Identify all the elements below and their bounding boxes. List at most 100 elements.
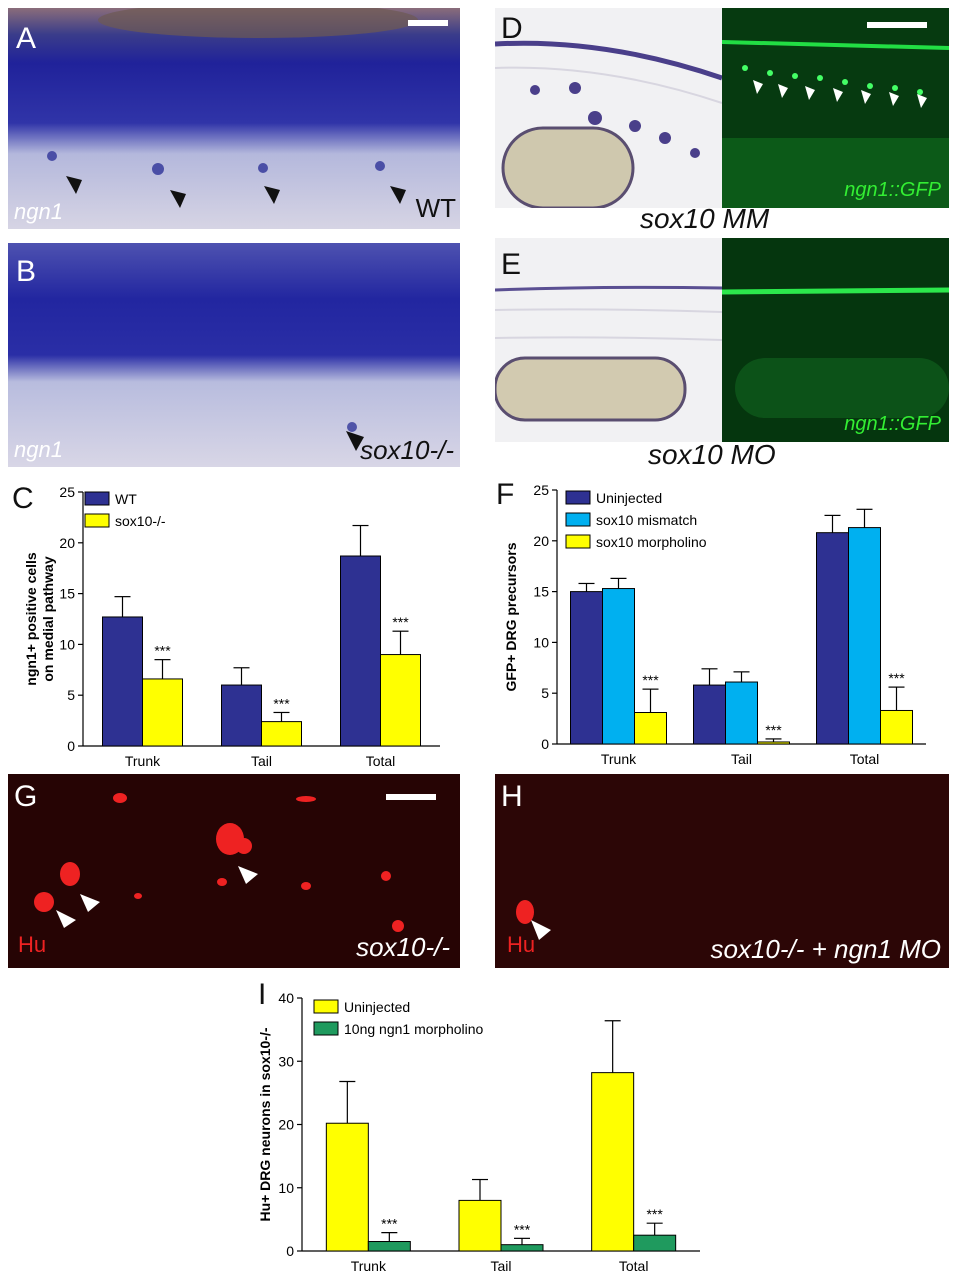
panel-e-letter: E <box>501 248 522 281</box>
panel-b-genotype-label: sox10-/- <box>360 435 454 465</box>
y-tick-label: 10 <box>59 636 75 652</box>
bar-tail-1 <box>261 721 302 747</box>
y-axis-label: GFP+ DRG precursors <box>503 542 519 691</box>
legend-label: WT <box>115 491 137 507</box>
bar-trunk-0 <box>325 1122 369 1252</box>
y-tick-label: 15 <box>59 586 75 602</box>
bar-trunk-1 <box>367 1241 411 1252</box>
panel-a-genotype-label: WT <box>415 193 456 223</box>
panel-e-image: E ngn1::GFP <box>495 238 949 442</box>
y-tick-label: 5 <box>541 685 549 701</box>
legend-swatch <box>565 512 591 527</box>
legend-swatch <box>84 513 110 528</box>
bar-trunk-2 <box>634 712 667 745</box>
significance-label: *** <box>765 722 782 738</box>
y-axis-label: Hu+ DRG neurons in sox10-/- <box>257 1027 273 1221</box>
y-tick-label: 20 <box>278 1117 294 1133</box>
y-tick-label: 0 <box>541 736 549 752</box>
x-tick-label: Total <box>619 1258 649 1274</box>
panel-a-image: A ngn1 WT <box>8 8 460 229</box>
significance-label: *** <box>642 672 659 688</box>
panel-g-image: G Hu sox10-/- <box>8 774 460 968</box>
significance-label: *** <box>381 1216 398 1232</box>
y-tick-label: 0 <box>67 738 75 754</box>
panel-b-letter: B <box>16 255 37 288</box>
y-tick-label: 10 <box>533 634 549 650</box>
y-tick-label: 20 <box>59 535 75 551</box>
legend-label: 10ng ngn1 morpholino <box>344 1021 484 1037</box>
panel-g-stain-label: Hu <box>18 932 47 957</box>
panel-a-gene-label: ngn1 <box>14 199 63 224</box>
x-tick-label: Tail <box>490 1258 511 1274</box>
significance-label: *** <box>154 643 171 659</box>
significance-label: *** <box>646 1206 663 1222</box>
bar-total-1 <box>633 1234 677 1252</box>
x-tick-label: Trunk <box>601 751 637 767</box>
panel-a-letter: A <box>16 22 37 55</box>
panel-i-chart: 0 10 20 30 40 Hu+ DRG neurons in sox10-/- Trun… <box>257 990 700 1274</box>
bar-tail-2 <box>757 741 790 745</box>
bar-tail-1 <box>500 1244 544 1252</box>
panel-h-image: H Hu sox10-/- + ngn1 MO <box>495 774 949 968</box>
panel-d-letter: D <box>501 12 523 45</box>
panel-e-reporter-label: ngn1::GFP <box>844 413 941 435</box>
y-tick-label: 25 <box>533 482 549 498</box>
legend-label: sox10 morpholino <box>596 534 707 550</box>
panel-b-micrograph <box>8 243 460 467</box>
panel-g-genotype-label: sox10-/- <box>356 932 450 962</box>
legend-swatch <box>565 534 591 549</box>
panel-e-micrograph <box>495 238 949 442</box>
y-tick-label: 40 <box>278 990 294 1006</box>
panel-f-chart: 0 5 10 15 20 25 GFP+ DRG precursors Trunk *** Tai… <box>503 482 926 767</box>
bar-tail-0 <box>221 684 262 747</box>
panel-g-letter: G <box>14 780 38 813</box>
legend-label: sox10 mismatch <box>596 512 697 528</box>
panel-h-genotype-label: sox10-/- + ngn1 MO <box>710 934 942 964</box>
panel-g-micrograph <box>8 774 460 968</box>
bar-tail-0 <box>693 684 726 745</box>
y-tick-label: 5 <box>67 687 75 703</box>
bar-tail-1 <box>725 681 758 745</box>
legend-label: Uninjected <box>596 490 662 506</box>
bar-total-0 <box>591 1072 635 1252</box>
panel-a-micrograph <box>8 8 460 229</box>
bar-tail-0 <box>458 1199 502 1252</box>
y-tick-label: 30 <box>278 1053 294 1069</box>
x-tick-label: Trunk <box>351 1258 387 1274</box>
x-tick-label: Tail <box>731 751 752 767</box>
panel-h-stain-label: Hu <box>507 932 536 957</box>
y-tick-label: 25 <box>59 484 75 500</box>
panel-b-gene-label: ngn1 <box>14 437 63 462</box>
panel-i-letter: I <box>258 978 267 1011</box>
panel-d-reporter-label: ngn1::GFP <box>844 179 941 201</box>
significance-label: *** <box>514 1221 531 1237</box>
bar-total-2 <box>880 709 913 745</box>
legend-swatch <box>313 1021 339 1036</box>
y-axis-label: ngn1+ positive cellson medial pathway <box>23 552 56 686</box>
bar-trunk-0 <box>570 591 603 745</box>
y-tick-label: 15 <box>533 584 549 600</box>
legend-swatch <box>313 999 339 1014</box>
panel-h-letter: H <box>501 780 523 813</box>
x-tick-label: Trunk <box>125 753 161 769</box>
x-tick-label: Total <box>850 751 880 767</box>
bar-total-1 <box>380 654 421 747</box>
y-tick-label: 10 <box>278 1180 294 1196</box>
x-tick-label: Tail <box>251 753 272 769</box>
panel-b-image: B ngn1 sox10-/- <box>8 243 460 467</box>
significance-label: *** <box>273 695 290 711</box>
legend-label: Uninjected <box>344 999 410 1015</box>
panel-f-letter: F <box>496 478 515 511</box>
y-tick-label: 0 <box>286 1243 294 1259</box>
bar-total-0 <box>340 555 381 747</box>
legend-swatch <box>84 491 110 506</box>
bar-total-0 <box>816 532 849 745</box>
significance-label: *** <box>392 614 409 630</box>
panel-d-caption: sox10 MM <box>640 203 770 234</box>
bar-trunk-1 <box>142 678 183 747</box>
panel-c-letter: C <box>12 482 34 515</box>
bar-total-1 <box>848 527 881 745</box>
panel-d-micrograph <box>495 8 949 208</box>
panel-c-chart: 0 5 10 15 20 25 ngn1+ positive cellson medial … <box>23 484 440 769</box>
bar-trunk-1 <box>602 588 635 745</box>
